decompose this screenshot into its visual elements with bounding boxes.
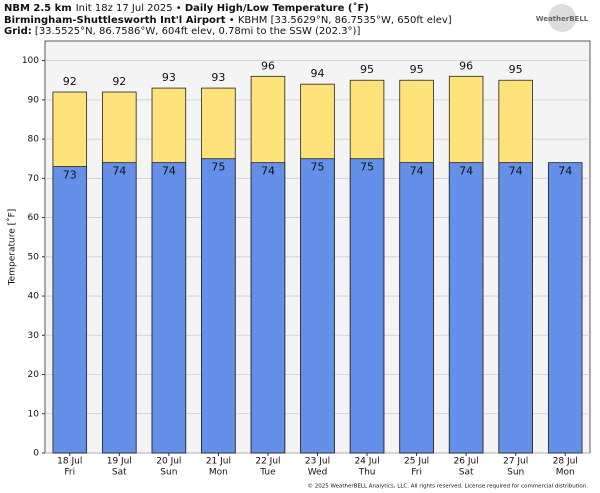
x-tick-weekday: Mon xyxy=(209,468,228,478)
low-label: 74 xyxy=(410,165,424,178)
low-bar xyxy=(498,162,533,454)
high-label: 95 xyxy=(410,63,424,76)
x-tick-weekday: Wed xyxy=(308,468,328,478)
y-tick-label: 50 xyxy=(28,252,40,262)
x-tick-label: 19 Jul xyxy=(107,457,132,467)
x-tick-label: 26 Jul xyxy=(454,457,479,467)
high-label: 95 xyxy=(509,63,523,76)
x-tick-weekday: Fri xyxy=(64,468,75,478)
y-tick-label: 100 xyxy=(22,56,39,66)
x-tick-label: 18 Jul xyxy=(57,457,82,467)
x-tick-label: 21 Jul xyxy=(206,457,231,467)
grid-info: [33.5525°N, 86.7586°W, 604ft elev, 0.78m… xyxy=(32,26,361,37)
y-tick-label: 80 xyxy=(28,135,40,145)
model: NBM 2.5 km xyxy=(4,3,72,14)
low-bar xyxy=(151,162,187,454)
low-label: 75 xyxy=(360,161,374,174)
low-label: 74 xyxy=(459,165,473,178)
header-line-2: Birmingham-Shuttlesworth Int'l Airport •… xyxy=(4,15,452,26)
low-label: 74 xyxy=(162,165,176,178)
x-tick-weekday: Sun xyxy=(507,468,524,478)
low-bar xyxy=(201,158,236,454)
low-label: 75 xyxy=(311,161,325,174)
high-label: 96 xyxy=(261,59,275,72)
low-bar xyxy=(102,162,137,454)
y-axis-label: Temperature [˚F] xyxy=(7,209,18,287)
grid-label: Grid: xyxy=(4,26,32,37)
high-label: 92 xyxy=(63,75,77,88)
y-tick-label: 0 xyxy=(33,449,39,459)
high-label: 93 xyxy=(211,71,225,84)
y-tick-label: 40 xyxy=(28,292,40,302)
low-bar xyxy=(52,166,88,454)
x-tick-label: 27 Jul xyxy=(503,457,528,467)
header-line-3: Grid: [33.5525°N, 86.7586°W, 604ft elev,… xyxy=(4,26,360,37)
y-tick-label: 60 xyxy=(28,213,40,223)
y-tick-label: 90 xyxy=(28,95,40,105)
low-bar xyxy=(300,158,335,454)
x-tick-label: 23 Jul xyxy=(305,457,330,467)
high-label: 96 xyxy=(459,59,473,72)
low-label: 74 xyxy=(509,165,523,178)
low-label: 74 xyxy=(261,165,275,178)
x-tick-weekday: Sat xyxy=(459,468,474,478)
low-bar xyxy=(547,162,583,454)
header-line-1: NBM 2.5 km Init 18z 17 Jul 2025 • Daily H… xyxy=(4,2,369,14)
x-tick-label: 22 Jul xyxy=(255,457,280,467)
x-tick-weekday: Mon xyxy=(556,468,575,478)
init: Init 18z 17 Jul 2025 • xyxy=(76,3,185,14)
low-label: 73 xyxy=(63,169,77,182)
low-bar xyxy=(250,162,286,454)
y-tick-label: 30 xyxy=(28,331,40,341)
high-label: 92 xyxy=(112,75,126,88)
logo-globe xyxy=(548,4,576,32)
y-tick-label: 10 xyxy=(28,409,40,419)
low-label: 75 xyxy=(211,161,225,174)
x-tick-weekday: Thu xyxy=(358,468,376,478)
x-tick-weekday: Tue xyxy=(259,468,276,478)
y-tick-label: 20 xyxy=(28,370,40,380)
y-tick-label: 70 xyxy=(28,174,40,184)
x-tick-weekday: Sun xyxy=(160,468,177,478)
x-tick-label: 25 Jul xyxy=(404,457,429,467)
low-bar xyxy=(448,162,484,454)
x-tick-label: 28 Jul xyxy=(553,457,578,467)
low-bar xyxy=(399,162,434,454)
x-tick-label: 20 Jul xyxy=(156,457,181,467)
station-info: • KBHM [33.5629°N, 86.7535°W, 650ft elev… xyxy=(226,15,452,26)
high-label: 93 xyxy=(162,71,176,84)
high-label: 94 xyxy=(311,67,325,80)
low-label: 74 xyxy=(112,165,126,178)
low-bar xyxy=(349,158,385,454)
logo: WeatherBELL xyxy=(536,15,589,23)
chart-title: Daily High/Low Temperature (˚F) xyxy=(185,2,369,14)
high-label: 95 xyxy=(360,63,374,76)
station: Birmingham-Shuttlesworth Int'l Airport xyxy=(4,15,226,26)
low-label: 74 xyxy=(558,165,572,178)
x-tick-weekday: Fri xyxy=(411,468,422,478)
footer: © 2025 WeatherBELL Analytics, LLC. All r… xyxy=(308,483,589,490)
x-tick-label: 24 Jul xyxy=(354,457,379,467)
x-tick-weekday: Sat xyxy=(112,468,127,478)
